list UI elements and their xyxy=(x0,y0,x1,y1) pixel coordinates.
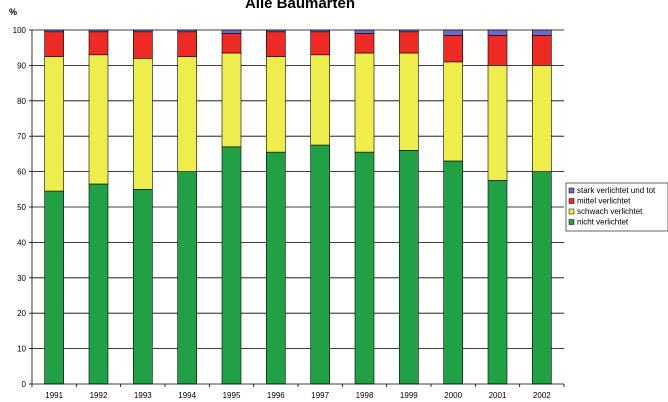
bar-2000-series-2 xyxy=(443,35,463,63)
bar-1997-series-2 xyxy=(310,31,330,56)
bar-1992-series-2 xyxy=(88,31,109,56)
x-tick-label-1993: 1993 xyxy=(134,391,152,400)
legend-swatch-0 xyxy=(568,187,575,194)
y-tick-label-80: 80 xyxy=(17,97,26,106)
bar-2001-series-1 xyxy=(487,65,508,181)
legend-swatch-3 xyxy=(568,219,575,225)
bar-2002-series-0 xyxy=(532,171,552,385)
x-tick-label-1992: 1992 xyxy=(90,391,108,400)
y-tick-label-50: 50 xyxy=(17,203,26,212)
bar-2002-series-2 xyxy=(532,35,552,66)
x-tick-label-2000: 2000 xyxy=(444,391,462,400)
y-tick-label-40: 40 xyxy=(17,238,26,247)
bar-2001-series-3 xyxy=(487,29,508,36)
x-tick-label-1996: 1996 xyxy=(267,391,285,400)
bar-1996-series-3 xyxy=(266,29,286,33)
bar-1994-series-3 xyxy=(177,29,197,33)
bar-1996-series-2 xyxy=(266,31,286,57)
x-tick-label-1994: 1994 xyxy=(178,391,196,400)
legend-box xyxy=(565,182,668,232)
legend-label-2: schwach verlichtet xyxy=(577,207,643,216)
bar-1992-series-3 xyxy=(88,29,109,33)
bar-2001-series-2 xyxy=(487,35,508,66)
y-tick-labels: 0 10 20 30 40 50 60 70 80 90 100 xyxy=(13,26,27,389)
bar-2002-series-1 xyxy=(532,65,552,172)
y-tick-label-30: 30 xyxy=(17,274,26,283)
y-tick-label-0: 0 xyxy=(22,380,27,389)
bar-1998-series-2 xyxy=(354,33,375,54)
bar-1996-series-1 xyxy=(266,56,286,153)
chart-title: Alle Baumarten xyxy=(245,0,355,12)
bar-1998-series-3 xyxy=(354,29,375,34)
bar-1992-series-1 xyxy=(88,54,109,185)
bar-1991-series-1 xyxy=(44,56,64,192)
y-tick-label-90: 90 xyxy=(17,61,26,70)
x-tick-label-1998: 1998 xyxy=(356,391,374,400)
axes xyxy=(29,29,565,387)
bar-1998-series-1 xyxy=(354,52,375,153)
bars xyxy=(44,29,552,385)
bar-2000-series-0 xyxy=(443,160,463,385)
x-tick-label-1997: 1997 xyxy=(311,391,329,400)
bar-1997-series-0 xyxy=(310,144,330,385)
bar-1995-series-0 xyxy=(221,146,242,385)
legend-swatch-1 xyxy=(568,198,575,204)
x-tick-label-2002: 2002 xyxy=(533,391,551,400)
bar-2002-series-3 xyxy=(532,29,552,36)
bar-1999-series-2 xyxy=(399,31,419,54)
bar-1999-series-0 xyxy=(399,150,419,385)
bar-1999-series-1 xyxy=(399,52,419,151)
gridlines xyxy=(32,29,564,350)
bar-2000-series-1 xyxy=(443,61,463,162)
bar-1996-series-0 xyxy=(266,151,286,385)
y-tick-label-20: 20 xyxy=(17,309,26,318)
bar-1994-series-1 xyxy=(177,56,197,172)
y-tick-label-70: 70 xyxy=(17,132,26,141)
bar-2001-series-0 xyxy=(487,180,508,385)
bar-1995-series-3 xyxy=(221,29,242,34)
bar-1994-series-0 xyxy=(177,171,197,385)
legend-label-3: nicht verlichtet xyxy=(577,218,629,227)
bar-1992-series-0 xyxy=(88,183,109,385)
bar-1995-series-1 xyxy=(221,52,242,148)
legend-label-1: mittel verlichtet xyxy=(577,197,631,206)
y-tick-label-10: 10 xyxy=(17,345,26,354)
legend-label-0: stark verlichtet und tot xyxy=(577,186,656,195)
legend: stark verlichtet und tot mittel verlichte… xyxy=(565,182,668,232)
bar-1991-series-0 xyxy=(44,190,64,385)
bar-1993-series-1 xyxy=(133,58,153,190)
bar-1993-series-2 xyxy=(133,31,153,59)
bar-1993-series-0 xyxy=(133,189,153,385)
bar-1995-series-2 xyxy=(221,33,242,54)
y-axis-unit: % xyxy=(9,7,17,17)
bar-1993-series-3 xyxy=(133,29,153,33)
y-tick-label-60: 60 xyxy=(17,168,26,177)
bar-1997-series-1 xyxy=(310,54,330,146)
legend-swatch-2 xyxy=(568,208,575,215)
bar-2000-series-3 xyxy=(443,29,463,36)
bar-1994-series-2 xyxy=(177,31,197,57)
bar-1999-series-3 xyxy=(399,29,419,33)
x-tick-labels: 1991 1992 1993 1994 1995 1996 1997 1998 1999 2000… xyxy=(45,391,551,400)
bar-1997-series-3 xyxy=(310,29,330,33)
y-tick-label-100: 100 xyxy=(13,26,27,35)
x-tick-label-2001: 2001 xyxy=(489,391,507,400)
x-tick-label-1995: 1995 xyxy=(223,391,241,400)
bar-1998-series-0 xyxy=(354,151,375,385)
x-tick-label-1991: 1991 xyxy=(45,391,63,400)
bar-1991-series-3 xyxy=(44,29,64,33)
bar-1991-series-2 xyxy=(44,31,64,57)
x-tick-label-1999: 1999 xyxy=(400,391,418,400)
